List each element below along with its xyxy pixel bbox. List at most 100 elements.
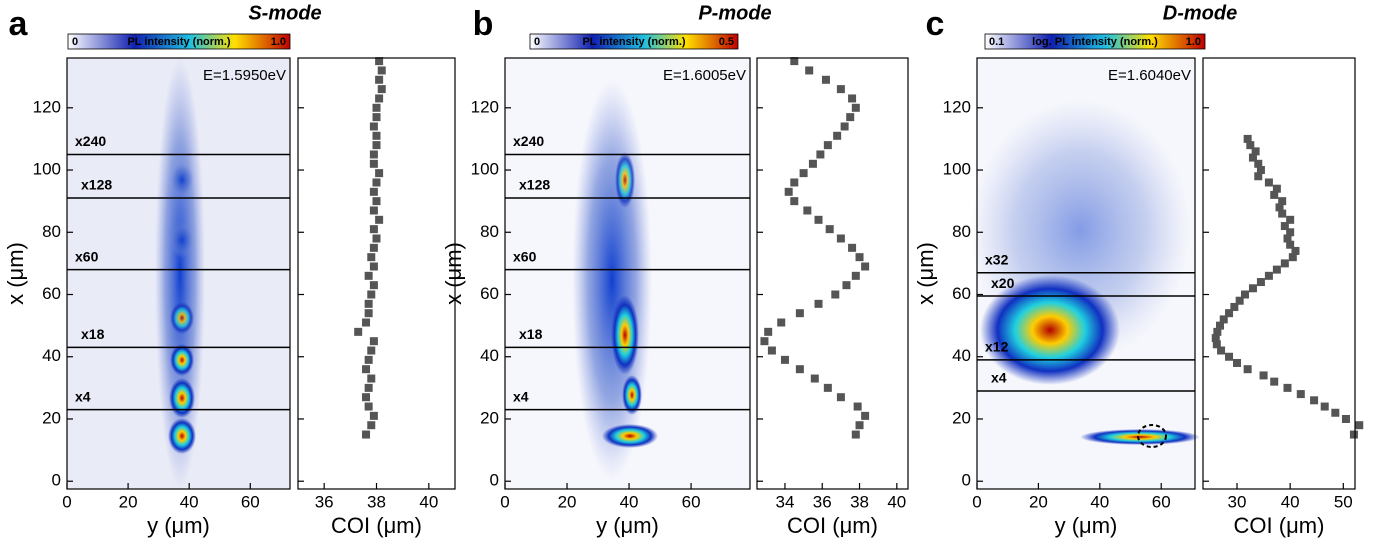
y-tick-label: 80 (480, 222, 499, 241)
x-axis-label: y (μm) (596, 513, 659, 538)
coi-point (814, 299, 823, 308)
coi-point (375, 215, 384, 224)
marker-label: x18 (519, 326, 543, 342)
plot-frame (1202, 57, 1356, 490)
coi-point (784, 187, 793, 196)
colorbar (984, 33, 1206, 50)
panel-letter: a (9, 5, 29, 43)
coi-point (1270, 190, 1279, 199)
coi-point (853, 402, 862, 411)
y-tick-label: 100 (33, 160, 61, 179)
coi-point (1291, 246, 1300, 255)
coi-point (823, 383, 832, 392)
coi-point (1211, 334, 1220, 343)
plot-frame (976, 57, 1196, 490)
colorbar-tick-label: 1.0 (271, 36, 286, 48)
coi-point (1235, 296, 1244, 305)
y-tick-label: 0 (52, 471, 61, 490)
marker-label: x240 (75, 133, 106, 149)
coi-point (1275, 203, 1284, 212)
x-tick-label: 20 (558, 492, 577, 511)
x-tick-label: 60 (241, 492, 260, 511)
marker-label: x20 (991, 275, 1015, 291)
heatmap-image (67, 58, 1200, 489)
coi-point (364, 355, 373, 364)
x-axis-label: y (μm) (1055, 513, 1118, 538)
coi-point (831, 290, 840, 299)
coi-point (1283, 234, 1292, 243)
coi-point (777, 318, 786, 327)
panel-letter: c (926, 5, 945, 43)
coi-point (855, 421, 864, 430)
x-tick-label: 30 (1228, 492, 1247, 511)
coi-point (364, 299, 373, 308)
panel-letter: b (473, 5, 494, 43)
x-tick-label: 20 (119, 492, 138, 511)
x-axis-label: y (μm) (147, 513, 210, 538)
coi-point (848, 243, 857, 252)
y-tick-label: 40 (952, 346, 971, 365)
x-tick-label: 40 (180, 492, 199, 511)
coi-point (795, 309, 804, 318)
x-axis-label: COI (μm) (331, 513, 422, 538)
coi-point (1233, 358, 1242, 367)
coi-point (369, 281, 378, 290)
coi-point (760, 337, 769, 346)
coi-point (1256, 278, 1265, 287)
marker-label: x4 (513, 388, 529, 404)
coi-point (1288, 253, 1297, 262)
x-tick-label: 40 (620, 492, 639, 511)
y-axis-label: x (μm) (441, 242, 466, 305)
panel-title: S-mode (248, 2, 321, 24)
plot-frame (504, 57, 751, 490)
coi-point (861, 411, 870, 420)
y-tick-label: 0 (490, 471, 499, 490)
coi-point (372, 178, 381, 187)
y-axis-label: x (μm) (913, 242, 938, 305)
coi-point (364, 309, 373, 318)
coi-point (833, 131, 842, 140)
coi-point (1280, 222, 1289, 231)
coi-point (805, 66, 814, 75)
coi-point (369, 206, 378, 215)
y-tick-label: 120 (471, 97, 499, 116)
coi-point (362, 318, 371, 327)
y-tick-label: 100 (943, 160, 971, 179)
coi-point (836, 85, 845, 94)
coi-point (377, 66, 386, 75)
coi-point (367, 290, 376, 299)
coi-point (375, 94, 384, 103)
coi-point (1278, 197, 1287, 206)
coi-point (369, 122, 378, 131)
coi-point (1213, 327, 1222, 336)
coi-point (821, 75, 830, 84)
x-tick-label: 40 (1090, 492, 1109, 511)
coi-point (367, 374, 376, 383)
coi-point (836, 393, 845, 402)
coi-point (377, 85, 386, 94)
plot-frame (297, 57, 456, 490)
energy-annotation: E=1.6005eV (663, 67, 746, 84)
y-tick-label: 20 (480, 408, 499, 427)
marker-label: x4 (75, 388, 91, 404)
y-tick-label: 80 (952, 222, 971, 241)
x-tick-label: 20 (1029, 492, 1048, 511)
coi-point (1286, 240, 1295, 249)
y-tick-label: 60 (952, 284, 971, 303)
plot-frame (66, 57, 291, 490)
colorbar-tick-label: 1.0 (1186, 36, 1201, 48)
coi-point (372, 131, 381, 140)
y-tick-label: 40 (480, 346, 499, 365)
coi-point (1248, 153, 1257, 162)
marker-label: x128 (81, 177, 112, 193)
coi-point (1248, 284, 1257, 293)
coi-point (790, 57, 799, 66)
coi-point (1230, 302, 1239, 311)
coi-point (1225, 309, 1234, 318)
coi-point (1270, 377, 1279, 386)
coi-point (1254, 159, 1263, 168)
x-axis-label: COI (μm) (787, 513, 878, 538)
marker-label: x32 (985, 251, 1009, 267)
coi-point (1286, 215, 1295, 224)
coi-point (1286, 228, 1295, 237)
